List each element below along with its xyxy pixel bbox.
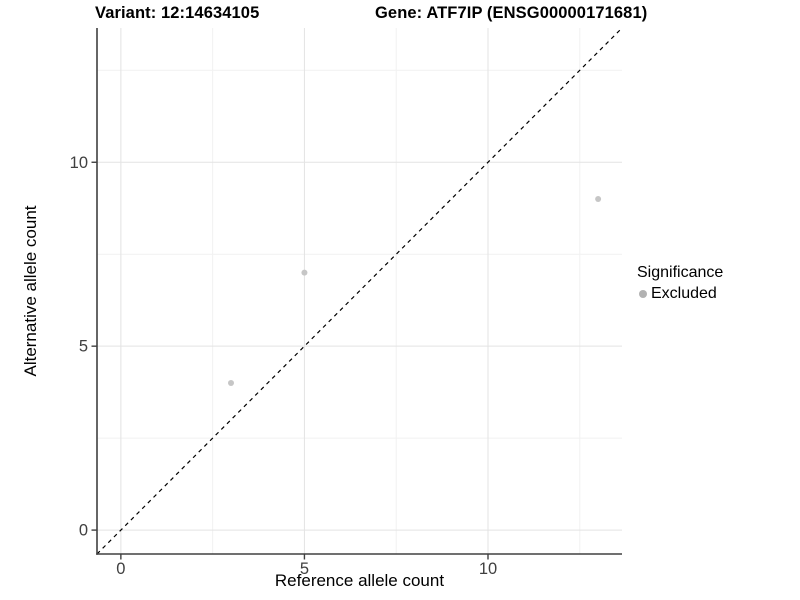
y-axis-title: Alternative allele count bbox=[21, 205, 40, 377]
data-point bbox=[301, 269, 308, 276]
y-tick-label: 0 bbox=[79, 522, 88, 540]
x-axis-title: Reference allele count bbox=[274, 571, 445, 590]
legend-point-icon bbox=[639, 290, 647, 298]
legend-item-excluded: Excluded bbox=[637, 285, 723, 303]
identity-reference-line bbox=[96, 27, 623, 555]
x-tick-label: 0 bbox=[116, 560, 125, 578]
data-point bbox=[595, 196, 602, 203]
x-tick-label: 5 bbox=[300, 560, 309, 578]
y-tick-label: 10 bbox=[70, 154, 88, 172]
data-point bbox=[228, 379, 235, 386]
plot-title-gene: Gene: ATF7IP (ENSG00000171681) bbox=[375, 4, 648, 22]
legend: Significance Excluded bbox=[637, 264, 723, 303]
y-tick-label: 5 bbox=[79, 338, 88, 356]
plot-title-variant: Variant: 12:14634105 bbox=[95, 4, 260, 22]
legend-item-label: Excluded bbox=[651, 285, 717, 302]
x-tick-label: 10 bbox=[479, 560, 497, 578]
legend-title: Significance bbox=[637, 264, 724, 281]
